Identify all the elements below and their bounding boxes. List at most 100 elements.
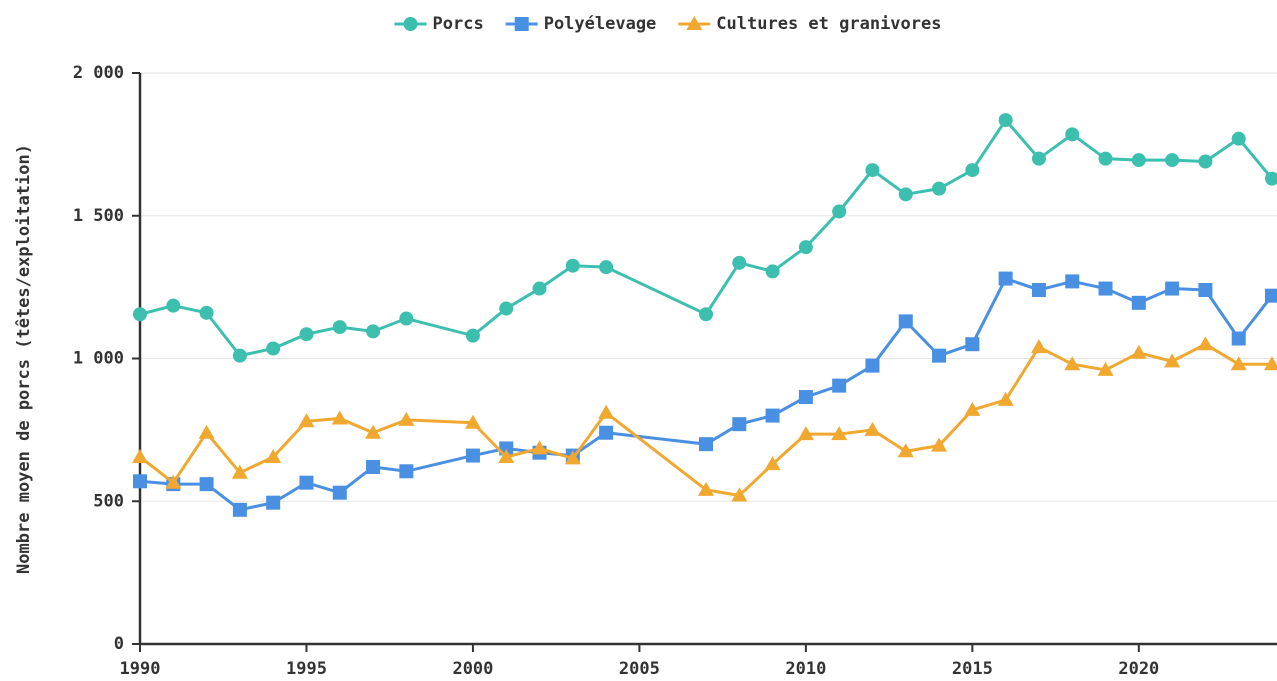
point xyxy=(532,281,547,296)
point xyxy=(465,448,480,463)
point xyxy=(565,258,580,273)
point xyxy=(499,301,514,316)
point xyxy=(599,260,614,275)
point xyxy=(1164,353,1181,368)
point xyxy=(1198,154,1213,169)
x-tick-label: 2000 xyxy=(452,659,493,679)
legend-label: Polyélevage xyxy=(544,14,657,34)
point xyxy=(398,411,415,426)
point xyxy=(332,320,347,335)
point xyxy=(1098,281,1113,296)
point xyxy=(1098,151,1113,166)
point xyxy=(464,414,481,429)
point xyxy=(199,477,214,492)
point xyxy=(1064,356,1081,371)
point xyxy=(765,264,780,279)
legend-item: Polyélevage xyxy=(505,14,657,34)
point xyxy=(731,487,748,502)
point xyxy=(366,459,381,474)
point xyxy=(199,305,214,320)
point xyxy=(732,255,747,270)
point xyxy=(399,311,414,326)
point xyxy=(699,437,713,452)
point xyxy=(332,485,347,500)
point xyxy=(133,307,147,322)
point xyxy=(266,495,281,510)
point xyxy=(599,425,614,440)
point xyxy=(931,437,948,452)
point xyxy=(531,440,548,455)
point xyxy=(299,475,314,490)
point xyxy=(765,408,780,423)
legend: Porcs Polyélevage Cultures et granivores xyxy=(394,14,941,34)
point xyxy=(998,113,1013,128)
point xyxy=(932,181,947,196)
point xyxy=(465,328,480,343)
point xyxy=(798,240,813,255)
x-tick-label: 1990 xyxy=(120,659,161,679)
point xyxy=(932,348,947,363)
point xyxy=(266,341,281,356)
point xyxy=(365,424,382,439)
point xyxy=(299,327,314,342)
legend-label: Cultures et granivores xyxy=(716,14,941,34)
point xyxy=(832,378,847,393)
point xyxy=(1265,171,1277,186)
point xyxy=(232,502,247,517)
point xyxy=(1198,282,1213,297)
y-tick-label: 0 xyxy=(114,634,124,654)
point xyxy=(232,348,247,363)
legend-marker xyxy=(514,17,529,31)
point xyxy=(165,474,182,489)
y-tick-label: 500 xyxy=(93,491,124,511)
point xyxy=(1131,295,1146,310)
point xyxy=(1264,356,1277,371)
point xyxy=(1065,274,1080,289)
legend-marker xyxy=(686,16,703,30)
point xyxy=(699,307,713,322)
point xyxy=(1230,356,1247,371)
point xyxy=(1030,339,1047,354)
point xyxy=(864,421,881,436)
point xyxy=(831,426,848,441)
point xyxy=(1231,131,1246,146)
point xyxy=(498,448,515,463)
legend-item: Porcs xyxy=(394,14,484,34)
point xyxy=(1031,282,1046,297)
point xyxy=(965,337,980,352)
legend-label: Porcs xyxy=(433,14,484,34)
point xyxy=(1065,127,1080,142)
point xyxy=(865,358,880,373)
point xyxy=(797,426,814,441)
y-tick-label: 1 000 xyxy=(73,349,124,369)
point xyxy=(1097,361,1114,376)
point xyxy=(898,314,913,329)
point xyxy=(1131,153,1146,168)
point xyxy=(1197,336,1214,351)
point xyxy=(366,324,381,339)
point xyxy=(1265,288,1277,303)
point xyxy=(564,450,581,465)
point xyxy=(166,298,181,313)
point xyxy=(764,456,781,471)
point xyxy=(198,424,215,439)
point xyxy=(231,464,248,479)
point xyxy=(399,464,414,479)
point xyxy=(698,481,714,496)
point xyxy=(265,448,282,463)
point xyxy=(132,448,148,463)
point xyxy=(1031,151,1046,166)
point xyxy=(1231,331,1246,346)
y-tick-label: 1 500 xyxy=(73,206,124,226)
series-line xyxy=(139,342,1272,498)
point xyxy=(1130,344,1147,359)
point xyxy=(798,390,813,405)
point xyxy=(598,404,615,419)
point xyxy=(133,474,147,489)
point xyxy=(1165,281,1180,296)
x-tick-label: 1995 xyxy=(286,659,327,679)
point xyxy=(965,163,980,178)
point xyxy=(897,443,914,458)
point xyxy=(331,410,348,425)
